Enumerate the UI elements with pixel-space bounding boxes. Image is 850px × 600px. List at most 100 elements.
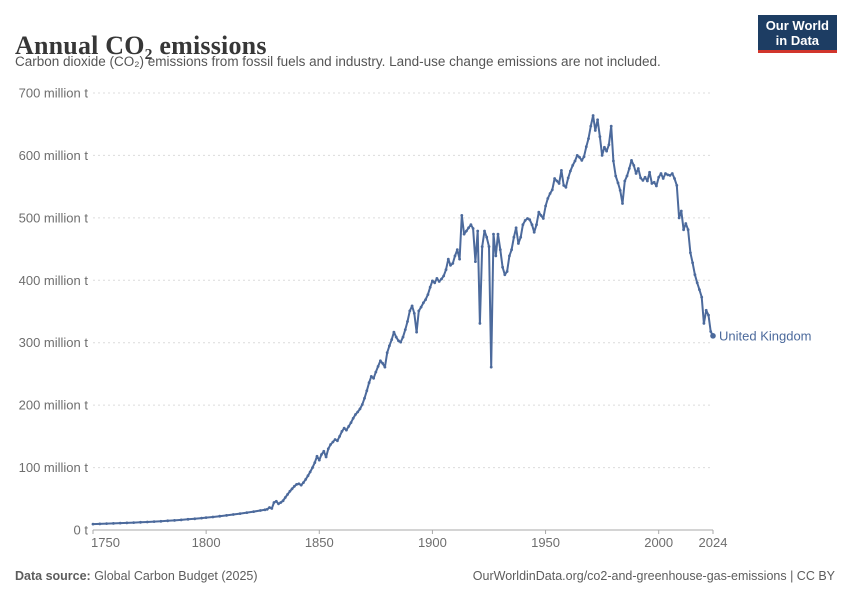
data-point (320, 453, 323, 456)
data-point (670, 172, 674, 175)
data-point (580, 159, 584, 162)
data-point (458, 257, 461, 261)
data-point (480, 245, 484, 249)
data-point (295, 483, 298, 486)
data-point (535, 223, 538, 227)
owid-logo-line2: in Data (775, 33, 820, 48)
data-point (112, 522, 115, 525)
data-point (539, 214, 543, 217)
data-point (614, 174, 618, 178)
data-point (252, 510, 256, 513)
data-point (496, 232, 500, 236)
data-point (650, 182, 654, 185)
data-point (302, 481, 305, 484)
data-point (369, 375, 373, 378)
data-point (333, 438, 337, 441)
data-point (281, 499, 285, 503)
data-point (553, 177, 556, 180)
data-point (623, 179, 627, 183)
data-source-value: Global Carbon Budget (2025) (90, 569, 258, 583)
data-point (501, 265, 504, 269)
data-point (618, 189, 622, 192)
data-point (541, 217, 545, 220)
data-point (277, 502, 280, 506)
data-point (449, 263, 452, 267)
data-point (270, 507, 274, 510)
data-point (422, 301, 425, 305)
data-point (272, 501, 276, 504)
data-point (383, 365, 387, 369)
data-point (632, 164, 636, 167)
data-point (695, 281, 699, 285)
owid-logo[interactable]: Our World in Data (757, 15, 837, 53)
chart-footer: Data source: Global Carbon Budget (2025)… (15, 569, 835, 583)
data-point (566, 176, 570, 180)
data-point (317, 458, 321, 462)
x-tick-label: 2024 (699, 535, 728, 550)
data-point (211, 515, 215, 519)
data-point (401, 335, 405, 339)
data-point (474, 260, 477, 263)
data-point (446, 257, 450, 261)
data-point (621, 202, 624, 205)
data-point (336, 439, 339, 443)
data-point (465, 229, 468, 233)
data-point (666, 173, 670, 177)
data-point (428, 285, 432, 289)
x-tick-label: 2000 (644, 535, 673, 550)
data-point (460, 214, 464, 217)
data-point (354, 413, 357, 416)
data-point (682, 228, 685, 232)
credit-link[interactable]: OurWorldinData.org/co2-and-greenhouse-ga… (472, 569, 835, 583)
data-point (455, 248, 459, 252)
data-point (505, 270, 509, 273)
data-point (265, 507, 269, 511)
data-point (159, 519, 163, 523)
data-point (707, 313, 710, 317)
data-point (519, 235, 523, 239)
owid-logo-line1: Our World (765, 18, 829, 33)
data-point (691, 261, 694, 265)
data-point (607, 143, 611, 147)
data-point (503, 273, 507, 277)
data-point (589, 124, 593, 128)
data-point (528, 218, 532, 222)
data-point (689, 251, 692, 255)
data-point (646, 179, 649, 183)
series-end-label[interactable]: United Kingdom (719, 328, 812, 343)
data-point (498, 248, 502, 252)
data-point (564, 185, 568, 189)
data-point (392, 330, 396, 334)
data-point (268, 506, 271, 509)
data-point (677, 216, 681, 220)
data-point (204, 516, 208, 519)
data-point (686, 228, 690, 232)
data-point (388, 344, 391, 348)
data-point (403, 328, 407, 331)
data-point (492, 232, 495, 236)
data-point (408, 309, 412, 313)
data-point (351, 416, 355, 420)
data-point (523, 219, 527, 222)
data-point (702, 322, 706, 325)
data-point (453, 254, 457, 258)
data-point (293, 484, 296, 488)
data-point (693, 273, 697, 277)
data-point (709, 330, 713, 333)
x-tick-label: 1950 (531, 535, 560, 550)
data-point (297, 482, 301, 486)
series-line[interactable] (92, 114, 714, 526)
data-point (609, 124, 613, 128)
data-point (616, 181, 620, 185)
data-point (675, 184, 679, 187)
data-point (555, 179, 559, 183)
data-point (360, 403, 364, 406)
data-point (132, 521, 136, 524)
data-point (322, 449, 326, 453)
y-tick-label: 500 million t (19, 210, 89, 225)
data-point (412, 312, 416, 315)
data-point (399, 340, 403, 344)
data-point (304, 478, 308, 481)
data-point (139, 520, 142, 524)
